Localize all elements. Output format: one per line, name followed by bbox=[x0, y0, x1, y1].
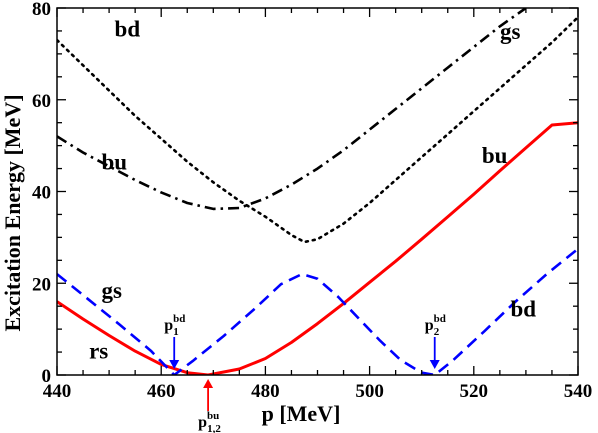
y-tick-label: 40 bbox=[32, 183, 51, 204]
x-tick-label: 460 bbox=[147, 381, 176, 402]
y-tick-label: 80 bbox=[32, 0, 51, 20]
y-axis-title: Excitation Energy [MeV] bbox=[0, 94, 25, 331]
annotation-arrow-head bbox=[429, 360, 440, 369]
curve-label-bu: bu bbox=[482, 143, 508, 168]
annotation-1-2-bu: pbu 1,2 bbox=[198, 379, 221, 433]
y-tick-label: 0 bbox=[42, 366, 52, 387]
annotation-label: pbu 1,2 bbox=[198, 410, 221, 433]
series-line-solid bbox=[57, 121, 578, 375]
annotation-arrow-head bbox=[169, 360, 180, 369]
series-line-dashdot bbox=[57, 8, 527, 211]
x-axis-title: p [MeV] bbox=[262, 401, 341, 426]
annotation-2-bd: pbd 2 bbox=[425, 313, 446, 369]
curve-label-bd: bd bbox=[510, 296, 536, 321]
annotation-layer: pbd 1 pbd 2 pbu 1,2 bbox=[164, 313, 446, 433]
series-line-dotted bbox=[57, 15, 578, 244]
labels-layer: 440460480500520540020406080rsgsbubdrsgsb… bbox=[32, 0, 592, 402]
annotation-1-bd: pbd 1 bbox=[164, 313, 185, 369]
x-tick-label: 440 bbox=[43, 381, 72, 402]
series-layer bbox=[57, 8, 578, 375]
x-tick-label: 520 bbox=[460, 381, 489, 402]
annotation-label: pbd 2 bbox=[425, 313, 446, 338]
annotation-label: pbd 1 bbox=[164, 313, 185, 338]
curve-label-gs: gs bbox=[500, 19, 521, 44]
curve-label-gs: gs bbox=[101, 278, 122, 303]
curve-label-bu: bu bbox=[102, 150, 128, 175]
y-tick-label: 60 bbox=[32, 91, 51, 112]
x-tick-label: 540 bbox=[564, 381, 593, 402]
annotation-arrow-head bbox=[203, 379, 214, 388]
series-line-dashed bbox=[57, 247, 578, 375]
plot-frame bbox=[56, 7, 579, 376]
y-tick-label: 20 bbox=[32, 274, 51, 295]
curve-label-bd: bd bbox=[115, 17, 141, 42]
x-tick-label: 500 bbox=[355, 381, 384, 402]
curve-label-rs: rs bbox=[89, 339, 108, 364]
x-tick-label: 480 bbox=[251, 381, 280, 402]
